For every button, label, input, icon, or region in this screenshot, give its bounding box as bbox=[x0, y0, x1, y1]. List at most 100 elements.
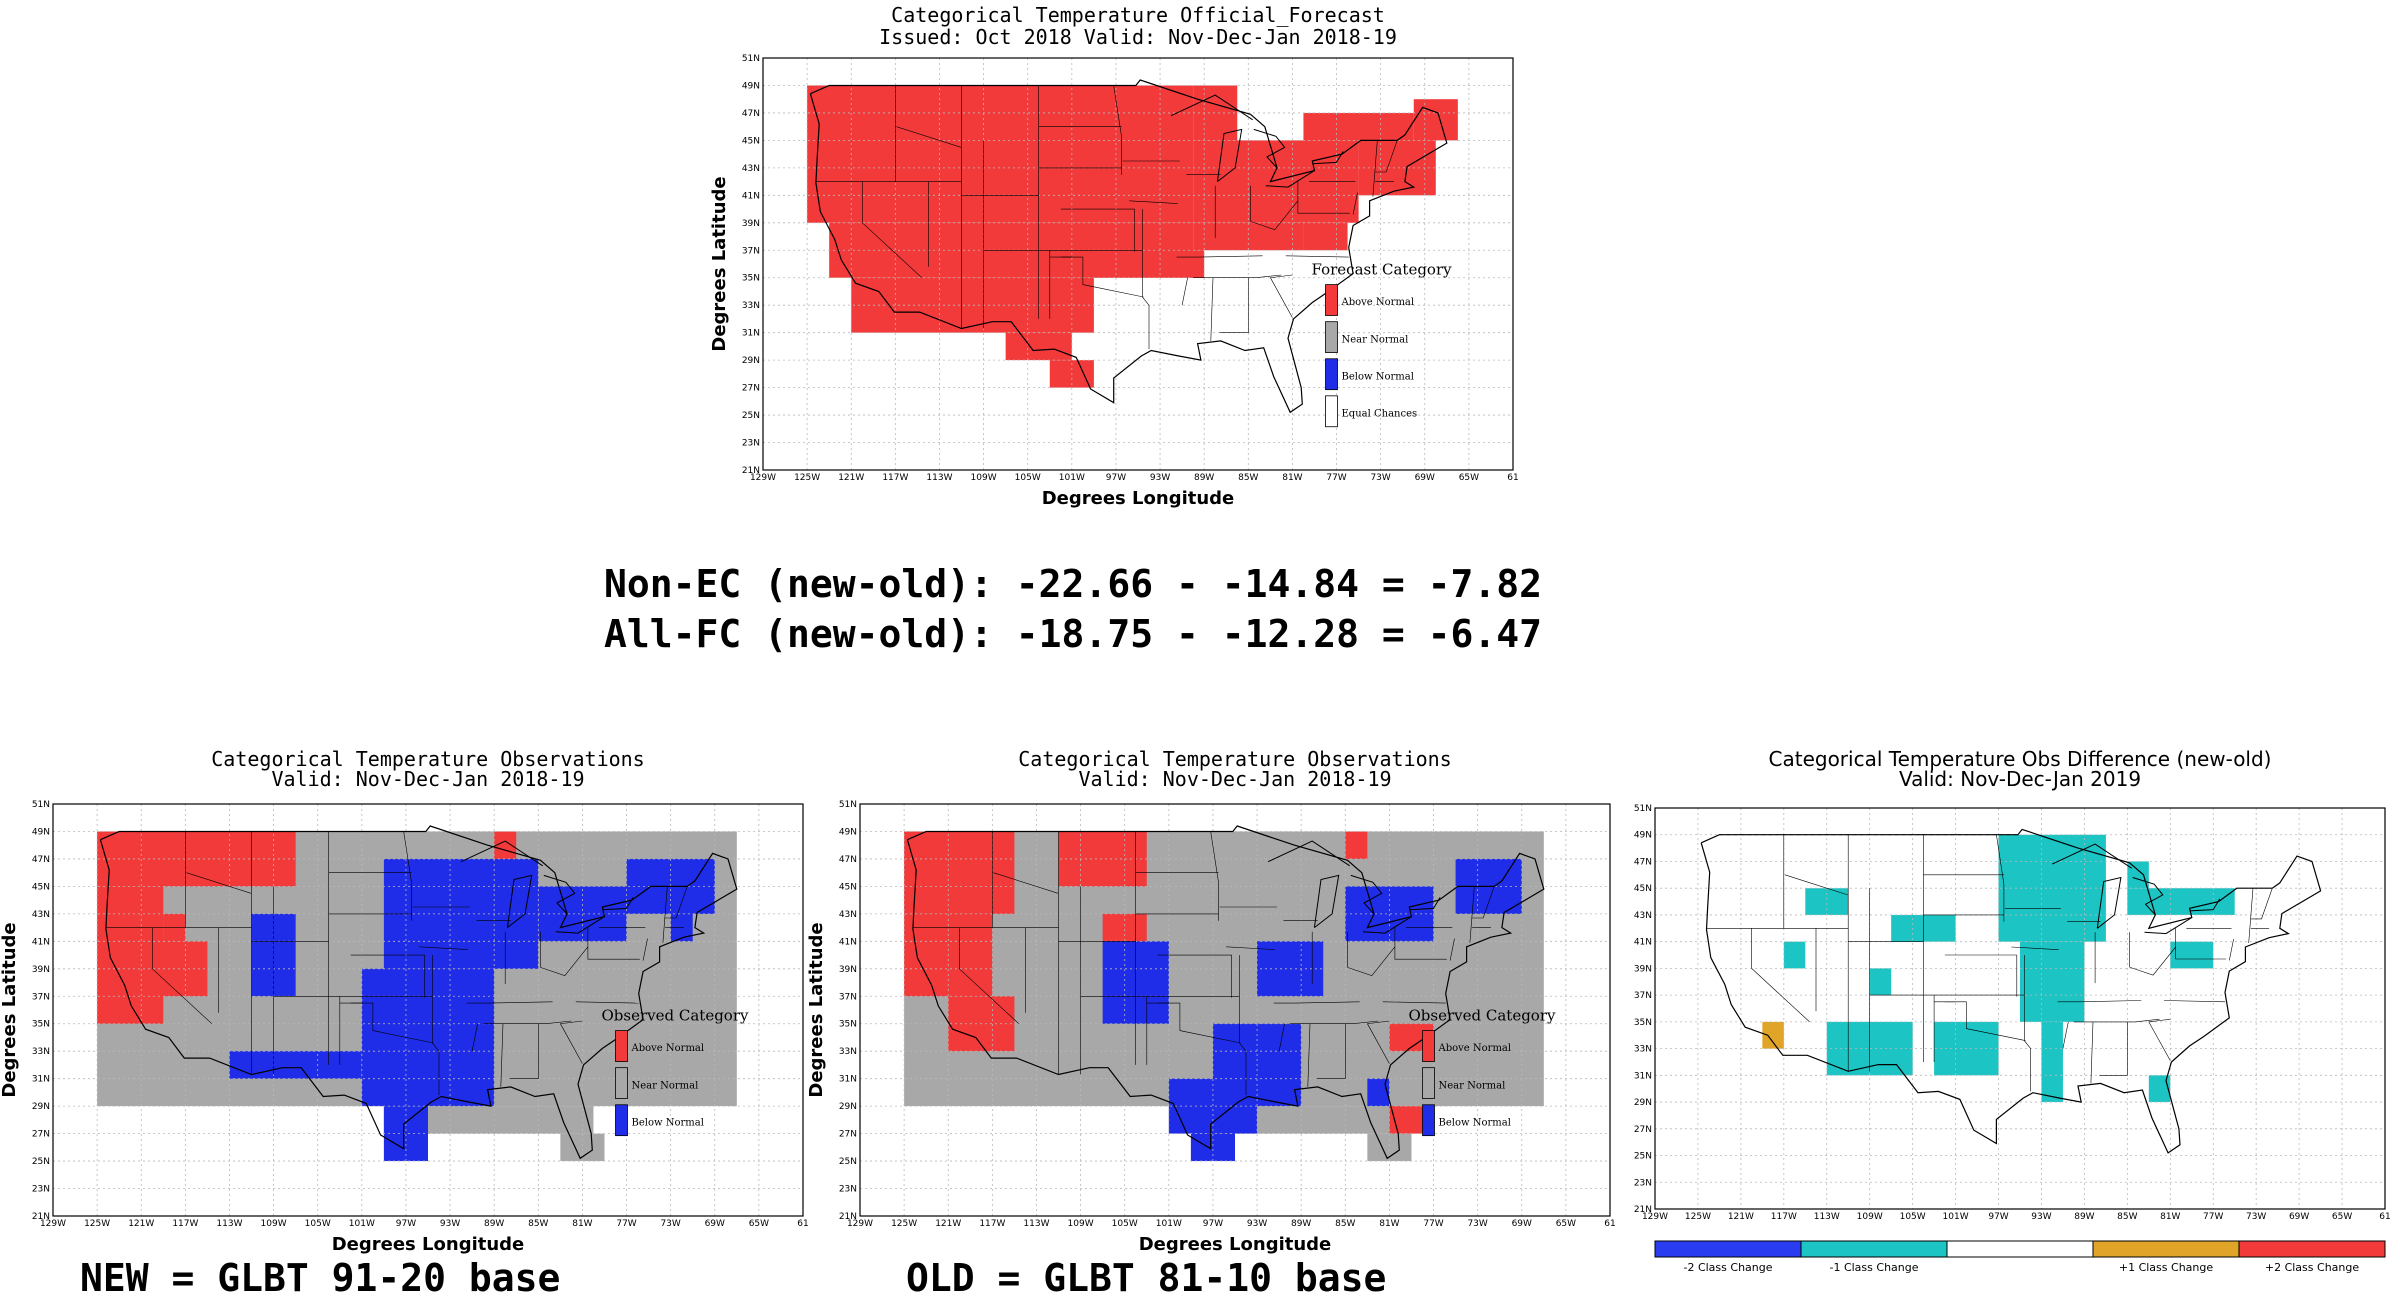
lat-tick-label: 39N bbox=[742, 219, 760, 229]
lon-tick-label: 129W bbox=[847, 1219, 873, 1229]
lon-tick-label: 89W bbox=[1291, 1219, 1311, 1229]
region-above bbox=[1358, 140, 1436, 196]
lon-tick-label: 77W bbox=[1423, 1219, 1443, 1229]
obs-old-map: Categorical Temperature ObservationsVali… bbox=[806, 747, 1616, 1255]
lon-tick-label: 117W bbox=[1771, 1212, 1797, 1222]
region-minus1 bbox=[2148, 1075, 2171, 1103]
great-lakes-shore bbox=[602, 897, 634, 911]
region-above bbox=[1058, 831, 1147, 887]
lat-tick-label: 27N bbox=[1634, 1125, 1652, 1135]
state-boundary bbox=[1382, 1001, 1446, 1004]
great-lakes-shore bbox=[1362, 916, 1412, 934]
y-axis-label: Degrees Latitude bbox=[806, 922, 827, 1097]
state-boundary bbox=[2163, 1000, 2226, 1003]
lat-tick-label: 31N bbox=[1634, 1071, 1652, 1081]
lat-tick-label: 27N bbox=[839, 1130, 857, 1140]
state-boundary bbox=[1210, 831, 1219, 921]
state-boundary bbox=[1113, 85, 1122, 175]
state-boundary bbox=[1290, 1020, 1379, 1025]
lon-tick-label: 85W bbox=[1335, 1219, 1355, 1229]
stats-line-allfc: All-FC (new-old): -18.75 - -12.28 = -6.4… bbox=[604, 612, 1542, 656]
state-boundary bbox=[1198, 255, 1263, 258]
state-boundary bbox=[1157, 1002, 1241, 1044]
state-boundary bbox=[2248, 888, 2254, 944]
lon-tick-label: 93W bbox=[1150, 473, 1170, 483]
lon-tick-label: 65W bbox=[1459, 473, 1479, 483]
state-boundary bbox=[1784, 874, 1848, 896]
lat-tick-label: 33N bbox=[742, 301, 760, 311]
lon-tick-label: 129W bbox=[750, 473, 776, 483]
state-boundary bbox=[2148, 1018, 2171, 1061]
legend-label: Below Normal bbox=[632, 1117, 704, 1128]
state-boundary bbox=[2073, 1018, 2160, 1023]
region-above bbox=[1102, 913, 1147, 942]
lat-tick-label: 31N bbox=[32, 1075, 50, 1085]
legend-label: Near Normal bbox=[632, 1080, 699, 1091]
lat-tick-label: 49N bbox=[742, 81, 760, 91]
difference-map-panel: Categorical Temperature Obs Difference (… bbox=[1600, 744, 2400, 1274]
us-coastline bbox=[99, 825, 738, 1160]
great-lakes-shore bbox=[2051, 843, 2132, 869]
lon-tick-label: 65W bbox=[2332, 1212, 2352, 1222]
state-boundary bbox=[1278, 1023, 1285, 1052]
lat-tick-label: 37N bbox=[32, 992, 50, 1002]
legend-swatch bbox=[615, 1104, 628, 1137]
obs-new-map-panel: Categorical Temperature Observations Vali… bbox=[0, 744, 810, 1264]
lon-tick-label: 113W bbox=[216, 1219, 242, 1229]
state-boundary bbox=[1181, 277, 1188, 306]
state-boundary bbox=[2229, 938, 2234, 961]
lat-tick-label: 23N bbox=[32, 1185, 50, 1195]
lat-tick-label: 41N bbox=[32, 937, 50, 947]
lon-tick-label: 97W bbox=[396, 1219, 416, 1229]
region-above bbox=[1303, 222, 1348, 251]
lat-tick-label: 51N bbox=[742, 54, 760, 64]
state-boundary bbox=[2090, 1021, 2094, 1084]
plot-frame bbox=[1654, 807, 2386, 1210]
state-boundary bbox=[1239, 955, 1247, 1096]
lon-tick-label: 81W bbox=[1282, 473, 1302, 483]
lat-tick-label: 49N bbox=[1634, 831, 1652, 841]
obs-new-map: Categorical Temperature ObservationsVali… bbox=[0, 747, 809, 1255]
state-boundary bbox=[575, 1001, 639, 1004]
lat-tick-label: 35N bbox=[32, 1020, 50, 1030]
state-boundary bbox=[1307, 1023, 1311, 1087]
colorbar-segment bbox=[1800, 1240, 1948, 1258]
region-above bbox=[1303, 112, 1414, 141]
chart-title: Categorical Temperature Observations bbox=[211, 747, 644, 771]
lon-tick-label: 101W bbox=[1156, 1219, 1182, 1229]
lat-tick-label: 31N bbox=[742, 329, 760, 339]
legend-label: Near Normal bbox=[1439, 1080, 1506, 1091]
region-above bbox=[97, 831, 296, 887]
lat-tick-label: 23N bbox=[839, 1185, 857, 1195]
lon-tick-label: 73W bbox=[1370, 473, 1390, 483]
lat-tick-label: 35N bbox=[839, 1020, 857, 1030]
region-above bbox=[1093, 250, 1205, 278]
lon-tick-label: 85W bbox=[2117, 1212, 2137, 1222]
lat-tick-label: 37N bbox=[742, 246, 760, 256]
state-boundary bbox=[1297, 181, 1350, 214]
x-axis-label: Degrees Longitude bbox=[1139, 1234, 1332, 1255]
lon-tick-label: 73W bbox=[1467, 1219, 1487, 1229]
legend-swatch bbox=[1325, 358, 1338, 391]
lon-tick-label: 93W bbox=[2031, 1212, 2051, 1222]
colorbar-segment bbox=[1654, 1240, 1802, 1258]
great-lakes-shore bbox=[2189, 898, 2221, 912]
chart-title: Categorical Temperature Official_Forecas… bbox=[891, 3, 1385, 27]
lon-tick-label: 125W bbox=[84, 1219, 110, 1229]
lon-tick-label: 85W bbox=[528, 1219, 548, 1229]
lon-tick-label: 101W bbox=[1059, 473, 1085, 483]
legend-label: Above Normal bbox=[631, 1043, 705, 1054]
great-lakes-shore bbox=[1216, 128, 1243, 182]
lon-tick-label: 93W bbox=[440, 1219, 460, 1229]
great-lakes-shore bbox=[1267, 840, 1350, 867]
legend-label: Above Normal bbox=[1341, 297, 1415, 308]
plot-frame bbox=[762, 57, 1514, 471]
plot-frame bbox=[52, 803, 804, 1217]
state-boundary bbox=[1285, 255, 1349, 258]
lat-tick-label: 27N bbox=[742, 384, 760, 394]
lat-tick-label: 21N bbox=[32, 1212, 50, 1222]
state-boundary bbox=[1129, 200, 1178, 204]
x-axis-label: Degrees Longitude bbox=[1042, 488, 1235, 509]
legend-swatch bbox=[1325, 321, 1338, 353]
state-boundary bbox=[1060, 256, 1144, 298]
